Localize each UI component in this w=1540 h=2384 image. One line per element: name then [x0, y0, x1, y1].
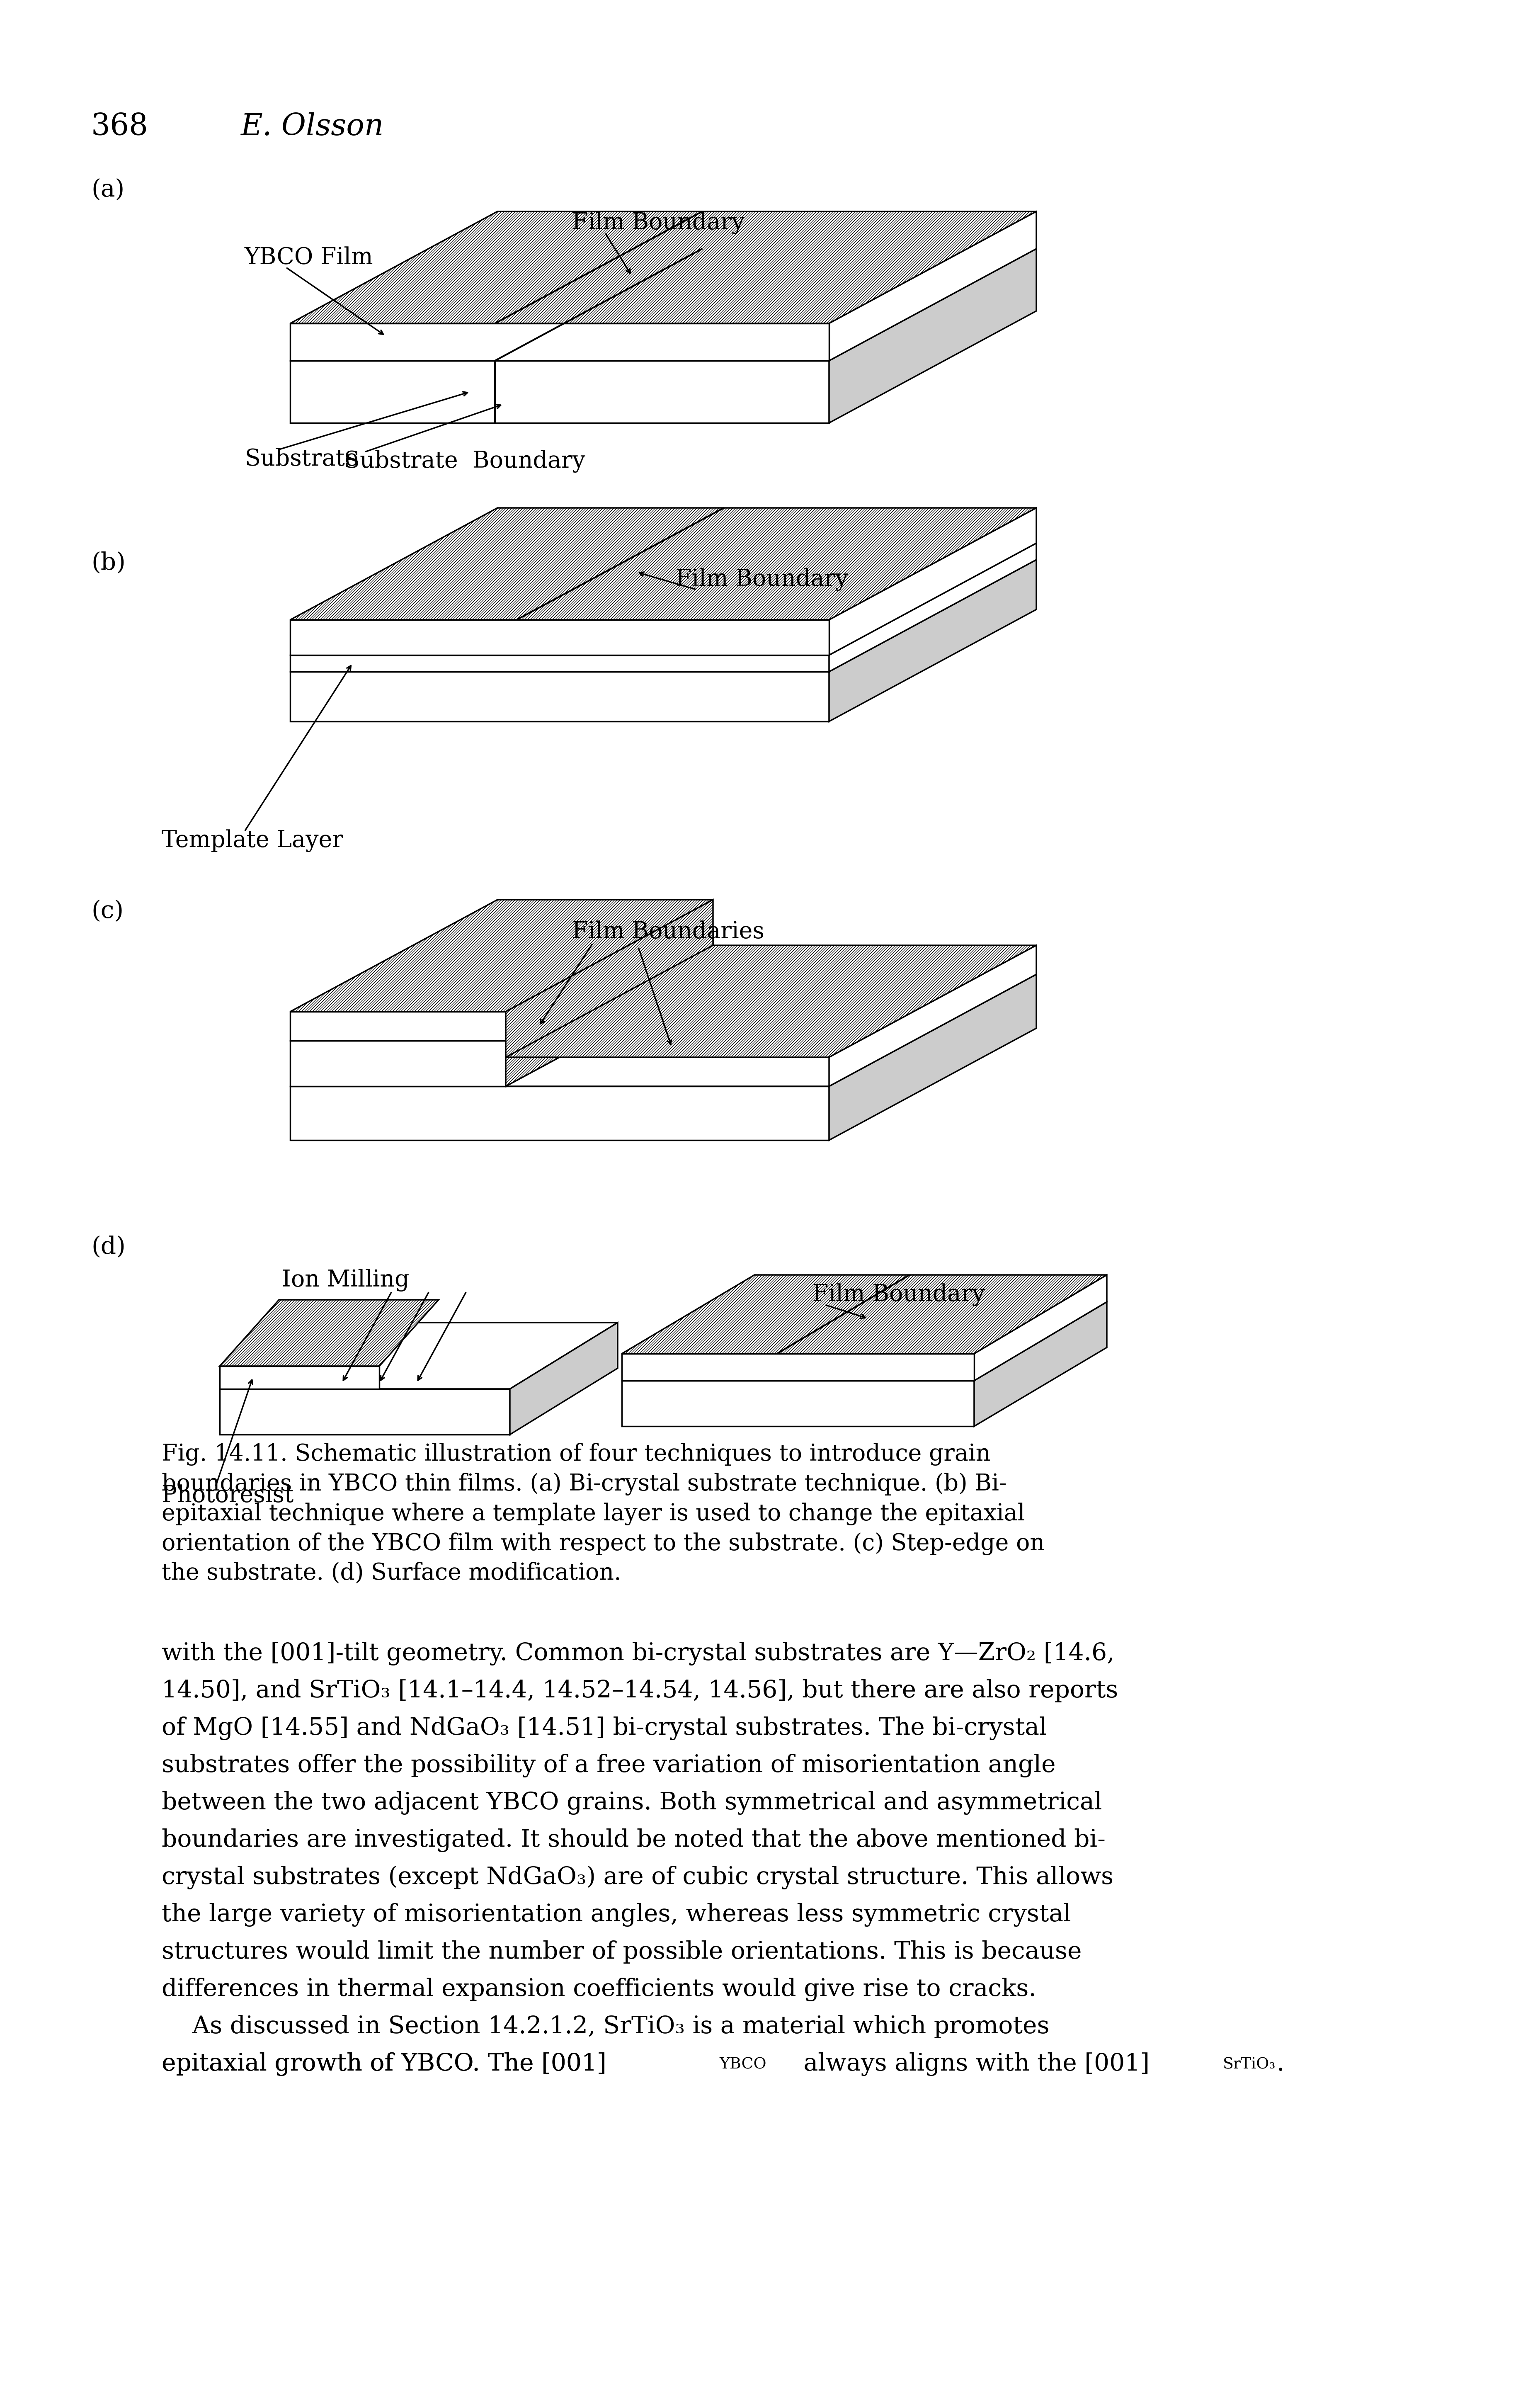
Text: E. Olsson: E. Olsson	[240, 112, 383, 141]
Text: Film Boundary: Film Boundary	[571, 212, 744, 234]
Polygon shape	[290, 248, 1036, 360]
Text: Film Boundary: Film Boundary	[812, 1283, 984, 1306]
Text: Substrate  Boundary: Substrate Boundary	[343, 451, 585, 472]
Text: YBCO: YBCO	[719, 2057, 765, 2072]
Text: crystal substrates (except NdGaO₃) are of cubic crystal structure. This allows: crystal substrates (except NdGaO₃) are o…	[162, 1867, 1113, 1891]
Text: orientation of the YBCO film with respect to the substrate. (c) Step-edge on: orientation of the YBCO film with respec…	[162, 1533, 1044, 1554]
Text: epitaxial growth of YBCO. The [001]: epitaxial growth of YBCO. The [001]	[162, 2053, 607, 2076]
Polygon shape	[290, 360, 829, 422]
Polygon shape	[290, 656, 829, 672]
Polygon shape	[290, 672, 829, 722]
Text: differences in thermal expansion coefficients would give rise to cracks.: differences in thermal expansion coeffic…	[162, 1979, 1036, 2000]
Text: structures would limit the number of possible orientations. This is because: structures would limit the number of pos…	[162, 1941, 1081, 1964]
Text: As discussed in Section 14.2.1.2, SrTiO₃ is a material which promotes: As discussed in Section 14.2.1.2, SrTiO₃…	[162, 2014, 1049, 2038]
Polygon shape	[220, 1366, 379, 1390]
Text: Template Layer: Template Layer	[162, 830, 343, 851]
Polygon shape	[505, 946, 1036, 1056]
Text: Substrate: Substrate	[245, 448, 359, 470]
Text: SrTiO₃: SrTiO₃	[1223, 2057, 1275, 2072]
Polygon shape	[220, 1390, 510, 1435]
Text: boundaries in YBCO thin films. (a) Bi-crystal substrate technique. (b) Bi-: boundaries in YBCO thin films. (a) Bi-cr…	[162, 1473, 1007, 1495]
Polygon shape	[290, 1011, 505, 1042]
Polygon shape	[622, 1354, 973, 1380]
Polygon shape	[973, 1275, 1107, 1380]
Polygon shape	[290, 324, 829, 360]
Text: (c): (c)	[91, 899, 123, 923]
Polygon shape	[220, 1323, 618, 1390]
Text: (d): (d)	[91, 1235, 126, 1259]
Polygon shape	[829, 212, 1036, 360]
Text: boundaries are investigated. It should be noted that the above mentioned bi-: boundaries are investigated. It should b…	[162, 1829, 1106, 1852]
Text: with the [001]-tilt geometry. Common bi-crystal substrates are Y—ZrO₂ [14.6,: with the [001]-tilt geometry. Common bi-…	[162, 1643, 1115, 1666]
Polygon shape	[829, 975, 1036, 1140]
Polygon shape	[622, 1275, 1107, 1354]
Polygon shape	[290, 508, 1036, 620]
Text: Ion Milling: Ion Milling	[282, 1268, 410, 1292]
Text: Fig. 14.11. Schematic illustration of four techniques to introduce grain: Fig. 14.11. Schematic illustration of fo…	[162, 1442, 990, 1466]
Polygon shape	[290, 930, 713, 1042]
Text: epitaxial growth of YBCO. The [001]: epitaxial growth of YBCO. The [001]	[162, 2053, 607, 2076]
Polygon shape	[290, 975, 1036, 1087]
Text: Film Boundary: Film Boundary	[676, 567, 849, 591]
Polygon shape	[220, 1299, 439, 1366]
Text: (b): (b)	[91, 551, 126, 575]
Text: the large variety of misorientation angles, whereas less symmetric crystal: the large variety of misorientation angl…	[162, 1902, 1070, 1926]
Polygon shape	[829, 508, 1036, 656]
Polygon shape	[829, 544, 1036, 672]
Text: 14.50], and SrTiO₃ [14.1–14.4, 14.52–14.54, 14.56], but there are also reports: 14.50], and SrTiO₃ [14.1–14.4, 14.52–14.…	[162, 1678, 1118, 1702]
Polygon shape	[829, 946, 1036, 1087]
Text: YBCO Film: YBCO Film	[245, 246, 373, 269]
Polygon shape	[829, 560, 1036, 722]
Polygon shape	[290, 1087, 829, 1140]
Text: epitaxial technique where a template layer is used to change the epitaxial: epitaxial technique where a template lay…	[162, 1502, 1024, 1526]
Text: the substrate. (d) Surface modification.: the substrate. (d) Surface modification.	[162, 1562, 621, 1585]
Text: .: .	[1277, 2053, 1284, 2076]
Polygon shape	[829, 248, 1036, 422]
Polygon shape	[290, 620, 829, 656]
Polygon shape	[505, 930, 713, 1087]
Text: (a): (a)	[91, 179, 125, 203]
Polygon shape	[290, 544, 1036, 656]
Text: Photoresist: Photoresist	[162, 1485, 294, 1507]
Text: 368: 368	[91, 112, 148, 141]
Text: substrates offer the possibility of a free variation of misorientation angle: substrates offer the possibility of a fr…	[162, 1755, 1055, 1778]
Polygon shape	[510, 1323, 618, 1435]
Polygon shape	[505, 899, 713, 1087]
Polygon shape	[622, 1380, 973, 1426]
Text: Film Boundaries: Film Boundaries	[571, 920, 764, 944]
Text: of MgO [14.55] and NdGaO₃ [14.51] bi-crystal substrates. The bi-crystal: of MgO [14.55] and NdGaO₃ [14.51] bi-cry…	[162, 1716, 1047, 1740]
Polygon shape	[622, 1302, 1107, 1380]
Polygon shape	[973, 1302, 1107, 1426]
Polygon shape	[290, 212, 1036, 324]
Polygon shape	[290, 899, 713, 1011]
Text: between the two adjacent YBCO grains. Both symmetrical and asymmetrical: between the two adjacent YBCO grains. Bo…	[162, 1790, 1101, 1814]
Polygon shape	[290, 1042, 505, 1087]
Text: always aligns with the [001]: always aligns with the [001]	[796, 2053, 1149, 2076]
Polygon shape	[290, 560, 1036, 672]
